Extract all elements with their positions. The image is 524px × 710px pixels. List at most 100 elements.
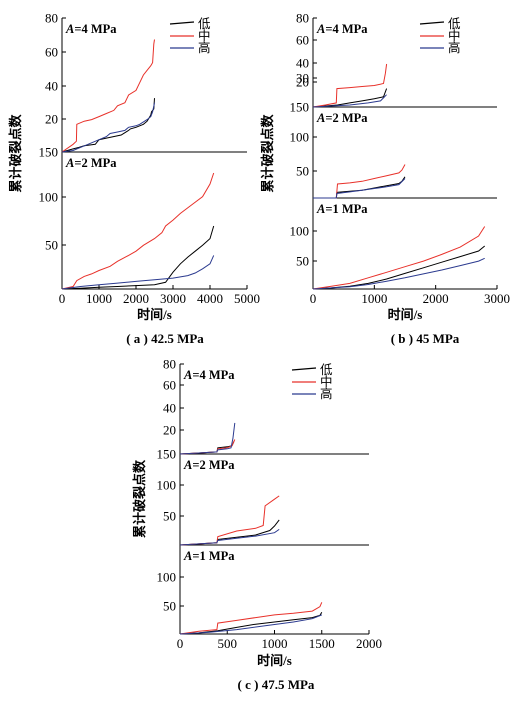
y-tick-label: 60 xyxy=(45,45,58,60)
legend-label: 高 xyxy=(448,40,461,55)
x-tick-label: 3000 xyxy=(484,291,510,306)
x-tick-label: 2000 xyxy=(123,291,149,306)
panel-label-value: =2 MPa xyxy=(325,111,368,125)
legend-label: 低 xyxy=(320,363,333,377)
panel-label-var: A xyxy=(65,156,74,170)
y-tick-label: 40 xyxy=(296,56,309,71)
x-tick-label: 2000 xyxy=(423,291,449,306)
legend-label: 低 xyxy=(198,17,211,31)
y-tick-label: 100 xyxy=(157,478,177,493)
series-line-高 xyxy=(179,528,280,546)
panel-label: A=4 MPa xyxy=(316,22,368,36)
series-line-高 xyxy=(61,255,215,290)
y-tick-label: 50 xyxy=(296,164,309,179)
series-line-低 xyxy=(179,519,280,546)
figure-caption: ( c ) 47.5 MPa xyxy=(238,677,315,692)
y-tick-label: 80 xyxy=(163,357,176,372)
panel-label-var: A xyxy=(65,22,74,36)
x-tick-label: 3000 xyxy=(160,291,186,306)
x-tick-label: 0 xyxy=(177,636,184,651)
legend: 低中高 xyxy=(291,363,333,401)
panel-2: 50 100 A=2 MPa xyxy=(39,156,215,290)
series-line-低 xyxy=(179,611,323,635)
figure-caption: ( b ) 45 MPa xyxy=(391,331,460,346)
panel-label-var: A xyxy=(183,458,192,472)
panel-1: 150 20 40 60 80 A=4 MPa xyxy=(157,357,369,462)
y-tick-label: 50 xyxy=(45,238,58,253)
panel-3: 50 100 A=1 MPa xyxy=(157,549,323,635)
y-tick-label: 80 xyxy=(45,11,58,26)
panel-label-value: =4 MPa xyxy=(325,22,368,36)
series-line-高 xyxy=(179,614,322,635)
figure-caption: ( a ) 42.5 MPa xyxy=(126,331,204,346)
panel-label-value: =1 MPa xyxy=(192,549,235,563)
panel-label-value: =1 MPa xyxy=(325,202,368,216)
series-line-中 xyxy=(312,226,486,290)
panel-label-var: A xyxy=(316,202,325,216)
series-line-低 xyxy=(312,245,486,290)
series-line-低 xyxy=(312,88,388,108)
panel-label-var: A xyxy=(183,549,192,563)
x-axis-label: 时间/s xyxy=(257,653,292,668)
panel-label-value: =2 MPa xyxy=(192,458,235,472)
legend-label: 中 xyxy=(448,28,461,43)
panel-label: A=2 MPa xyxy=(65,156,117,170)
legend-label: 高 xyxy=(198,40,211,55)
y-tick-label: 20 xyxy=(45,112,58,127)
x-tick-label: 0 xyxy=(310,291,317,306)
series-line-高 xyxy=(312,257,485,290)
panel-label: A=4 MPa xyxy=(183,368,235,382)
legend-swatch xyxy=(169,21,195,25)
series-line-中 xyxy=(313,164,406,199)
panel-label-value: =4 MPa xyxy=(192,368,235,382)
panel-label: A=1 MPa xyxy=(183,549,235,563)
y-tick-label: 20 xyxy=(296,75,309,90)
y-tick-label: 50 xyxy=(163,509,176,524)
y-tick-label: 40 xyxy=(163,401,176,416)
y-tick-label: 100 xyxy=(157,570,177,585)
x-axis-label: 时间/s xyxy=(137,307,172,322)
series-line-中 xyxy=(179,602,323,635)
chart-a: 0 1000 2000 3000 4000 5000 时间/s 累计破裂点数 ( a ) 42.… xyxy=(8,11,260,347)
x-tick-label: 0 xyxy=(59,291,66,306)
chart-b: 0 1000 2000 3000 时间/s 累计破裂点数 ( b ) 45 MPa 150 20… xyxy=(260,11,510,347)
panel-3: 50 100 A=1 MPa xyxy=(290,202,486,290)
legend-label: 中 xyxy=(198,28,211,43)
y-axis-label: 累计破裂点数 xyxy=(8,114,23,193)
y-tick-label: 20 xyxy=(163,423,176,438)
panel-1: 150 20 40 60 80 A=4 MPa xyxy=(39,11,247,160)
series-line-高 xyxy=(312,94,387,108)
y-tick-label: 60 xyxy=(163,378,176,393)
series-line-高 xyxy=(61,102,155,153)
panel-label-var: A xyxy=(316,111,325,125)
legend-label: 中 xyxy=(320,374,333,389)
chart-c: 0 500 1000 1500 2000 时间/s 累计破裂点数 ( c ) 47.5 MPa… xyxy=(132,357,382,693)
legend-swatch xyxy=(291,367,317,371)
legend-swatch xyxy=(419,21,445,25)
y-tick-label: 150 xyxy=(290,100,310,115)
series-line-低 xyxy=(313,176,406,199)
legend: 低中高 xyxy=(419,17,461,55)
y-tick-label: 60 xyxy=(296,33,309,48)
y-tick-label: 150 xyxy=(157,447,177,462)
y-tick-label: 40 xyxy=(45,79,58,94)
y-axis-label: 累计破裂点数 xyxy=(132,459,147,538)
x-tick-label: 4000 xyxy=(197,291,223,306)
panel-label: A=2 MPa xyxy=(316,111,368,125)
x-tick-label: 1500 xyxy=(309,636,335,651)
panel-2: 50 100 A=2 MPa xyxy=(157,458,369,546)
x-tick-label: 1000 xyxy=(361,291,387,306)
y-tick-label: 100 xyxy=(290,130,310,145)
x-axis-label: 时间/s xyxy=(388,307,423,322)
series-line-低 xyxy=(61,98,155,153)
panel-label-value: =4 MPa xyxy=(74,22,117,36)
x-tick-label: 500 xyxy=(218,636,238,651)
panel-label: A=2 MPa xyxy=(183,458,235,472)
y-tick-label: 80 xyxy=(296,11,309,26)
legend-label: 低 xyxy=(448,17,461,31)
y-tick-label: 50 xyxy=(296,254,309,269)
series-line-高 xyxy=(313,178,406,199)
series-line-中 xyxy=(312,63,388,108)
y-tick-label: 100 xyxy=(39,190,59,205)
